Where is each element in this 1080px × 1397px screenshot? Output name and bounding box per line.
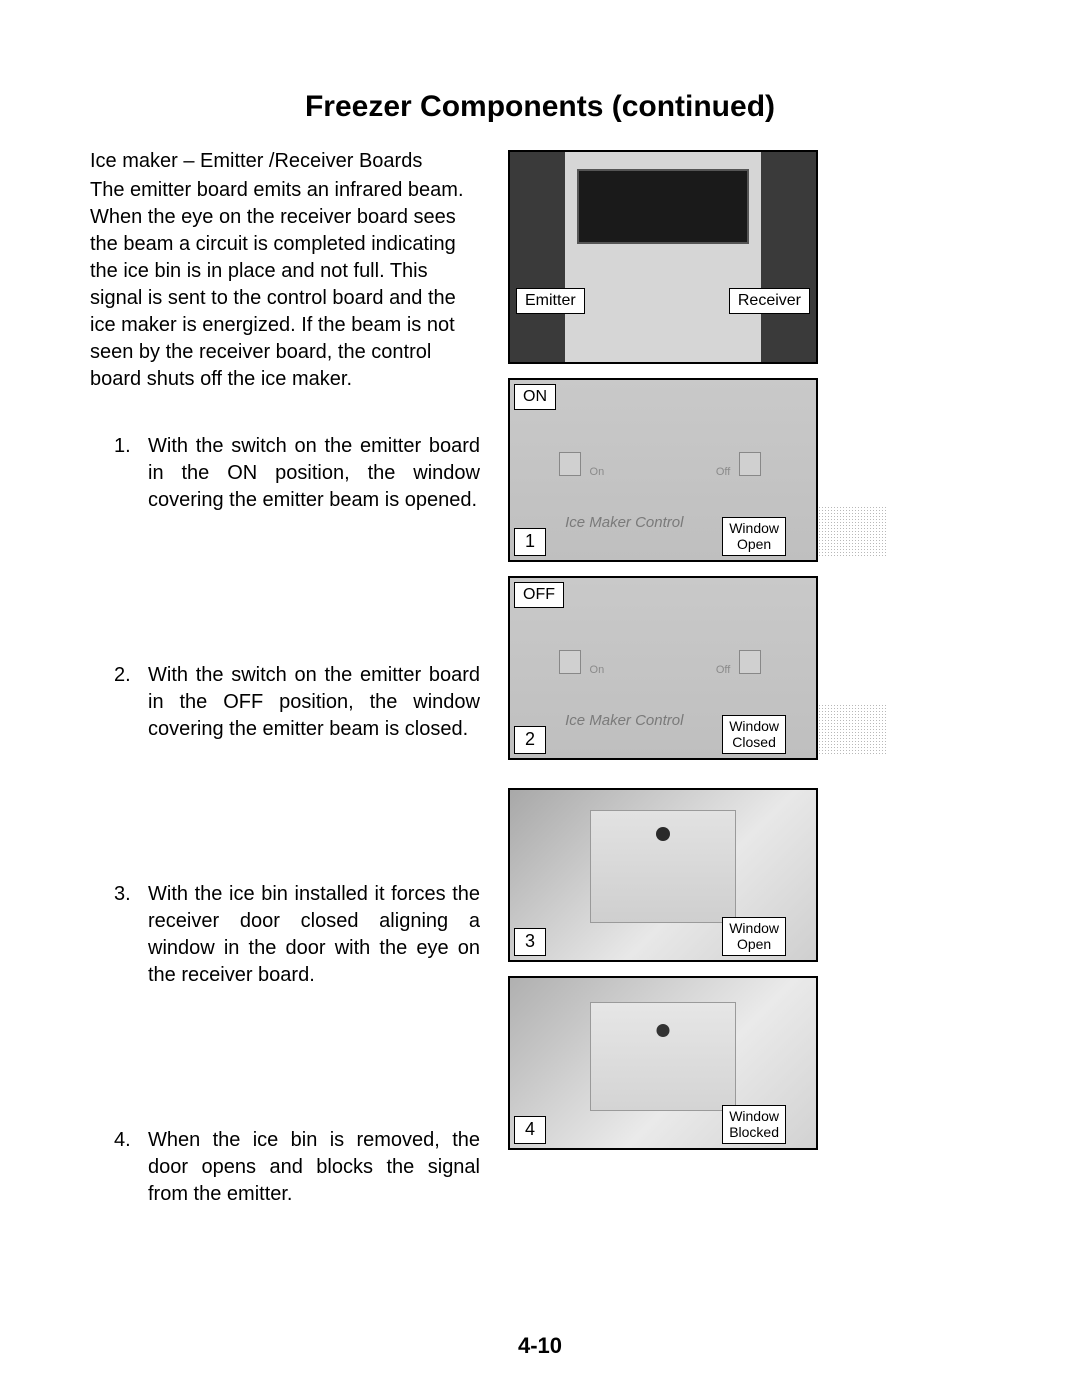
figure-3: On Off Ice Maker Control OFF 2 WindowClo… xyxy=(500,576,990,760)
on-small-label: On xyxy=(590,466,605,478)
text-column: Ice maker – Emitter /Receiver Boards The… xyxy=(90,150,480,1226)
step-4: 4. When the ice bin is removed, the door… xyxy=(90,1127,480,1208)
figure-number-4: 4 xyxy=(514,1116,546,1144)
two-column-layout: Ice maker – Emitter /Receiver Boards The… xyxy=(90,150,990,1226)
on-small-label: On xyxy=(590,664,605,676)
window-blocked-label: WindowBlocked xyxy=(722,1105,786,1144)
step-text: When the ice bin is removed, the door op… xyxy=(148,1127,480,1208)
halftone-decoration xyxy=(818,506,888,556)
figure-1: Emitter Receiver xyxy=(500,150,990,364)
step-3: 3. With the ice bin installed it forces … xyxy=(90,881,480,989)
figure-5: 4 WindowBlocked xyxy=(500,976,990,1150)
on-label: ON xyxy=(514,384,556,410)
manual-page: Freezer Components (continued) Ice maker… xyxy=(0,0,1080,1397)
emitter-label: Emitter xyxy=(516,288,585,314)
figure-number-2: 2 xyxy=(514,726,546,754)
page-title: Freezer Components (continued) xyxy=(90,90,990,124)
step-text: With the switch on the emitter board in … xyxy=(148,662,480,743)
receiver-label: Receiver xyxy=(729,288,810,314)
intro-paragraph: The emitter board emits an infrared beam… xyxy=(90,177,480,393)
ice-maker-control-text: Ice Maker Control xyxy=(565,514,683,531)
page-number: 4-10 xyxy=(0,1333,1080,1359)
step-number: 2. xyxy=(114,662,148,743)
window-open-label: WindowOpen xyxy=(722,917,786,956)
step-text: With the ice bin installed it forces the… xyxy=(148,881,480,989)
figure-column: Emitter Receiver On Off Ice Maker Contro… xyxy=(500,150,990,1226)
freezer-interior-photo xyxy=(510,152,816,362)
figure-number-3: 3 xyxy=(514,928,546,956)
step-number: 3. xyxy=(114,881,148,989)
figure-2: On Off Ice Maker Control ON 1 WindowOpen xyxy=(500,378,990,562)
figure-4: 3 WindowOpen xyxy=(500,788,990,962)
off-label: OFF xyxy=(514,582,564,608)
step-1: 1. With the switch on the emitter board … xyxy=(90,433,480,514)
halftone-decoration xyxy=(818,704,888,754)
step-number: 4. xyxy=(114,1127,148,1208)
off-small-label: Off xyxy=(716,466,730,478)
ice-maker-control-text: Ice Maker Control xyxy=(565,712,683,729)
off-small-label: Off xyxy=(716,664,730,676)
section-subheading: Ice maker – Emitter /Receiver Boards xyxy=(90,150,480,173)
step-number: 1. xyxy=(114,433,148,514)
window-open-label: WindowOpen xyxy=(722,517,786,556)
step-text: With the switch on the emitter board in … xyxy=(148,433,480,514)
figure-number-1: 1 xyxy=(514,528,546,556)
step-2: 2. With the switch on the emitter board … xyxy=(90,662,480,743)
window-closed-label: WindowClosed xyxy=(722,715,786,754)
